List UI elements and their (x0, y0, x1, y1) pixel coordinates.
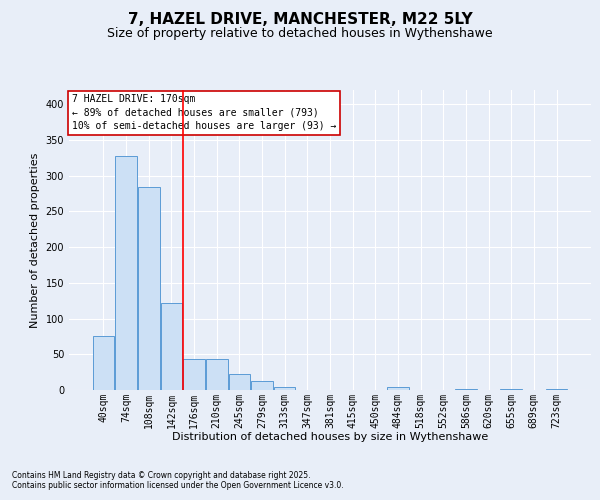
Bar (206, 358, 227, 390)
Bar (387, 387, 409, 390)
Y-axis label: Number of detached properties: Number of detached properties (30, 152, 40, 328)
Bar (161, 303, 182, 390)
Text: Size of property relative to detached houses in Wythenshawe: Size of property relative to detached ho… (107, 28, 493, 40)
X-axis label: Distribution of detached houses by size in Wythenshawe: Distribution of detached houses by size … (172, 432, 488, 442)
Text: 7 HAZEL DRIVE: 170sqm
← 89% of detached houses are smaller (793)
10% of semi-det: 7 HAZEL DRIVE: 170sqm ← 89% of detached … (71, 94, 336, 131)
Bar (274, 387, 295, 390)
Bar (251, 382, 273, 390)
Text: 7, HAZEL DRIVE, MANCHESTER, M22 5LY: 7, HAZEL DRIVE, MANCHESTER, M22 5LY (128, 12, 472, 28)
Text: Contains HM Land Registry data © Crown copyright and database right 2025.: Contains HM Land Registry data © Crown c… (12, 470, 311, 480)
Bar (455, 388, 476, 390)
Bar (115, 156, 137, 390)
Text: Contains public sector information licensed under the Open Government Licence v3: Contains public sector information licen… (12, 480, 344, 490)
Bar (546, 388, 567, 390)
Bar (500, 388, 522, 390)
Bar (138, 187, 160, 390)
Bar (184, 358, 205, 390)
Bar (229, 374, 250, 390)
Bar (93, 336, 114, 390)
